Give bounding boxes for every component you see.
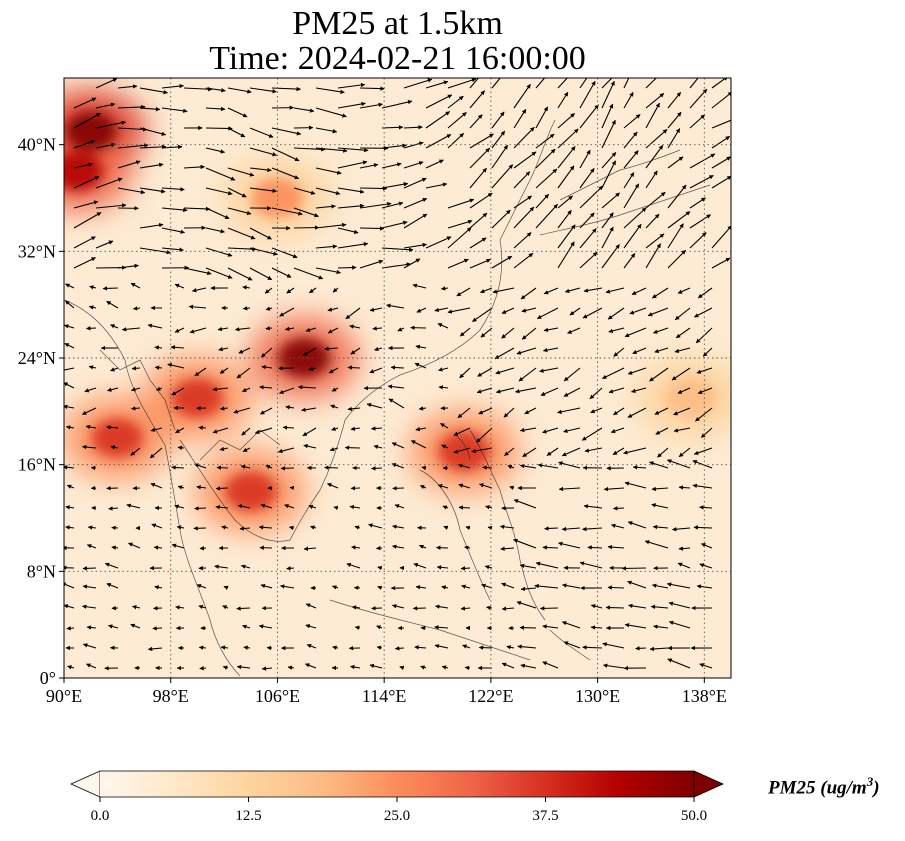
wind-arrow <box>608 587 624 588</box>
longitude-axis: 90°E 98°E 106°E 114°E 122°E 130°E 138°E <box>46 678 727 706</box>
colorbar-tick-label: 25.0 <box>384 808 410 824</box>
wind-arrow <box>613 508 624 509</box>
wind-arrow <box>694 527 712 528</box>
wind-arrow <box>83 568 96 569</box>
wind-arrow <box>606 607 624 608</box>
wind-arrow <box>348 367 360 368</box>
wind-arrow <box>636 648 646 649</box>
colorbar-extend-min <box>71 771 100 797</box>
lon-tick-label: 98°E <box>153 686 189 706</box>
wind-arrow <box>200 548 206 549</box>
wind-arrow <box>86 328 96 329</box>
wind-arrow <box>153 628 162 629</box>
wind-arrow <box>372 468 382 469</box>
wind-arrow <box>545 528 558 529</box>
wind-arrow <box>360 228 384 229</box>
pm25-hotspot <box>51 151 103 191</box>
wind-arrow <box>283 427 294 428</box>
wind-arrow <box>67 628 74 629</box>
wind-arrow <box>325 467 338 468</box>
wind-arrow <box>178 447 184 448</box>
wind-arrow <box>294 227 319 228</box>
wind-arrow <box>199 647 206 648</box>
wind-arrow <box>132 368 140 369</box>
pm25-field <box>22 65 746 678</box>
colorbar-tick-label: 12.5 <box>235 808 261 824</box>
lat-tick-label: 0° <box>40 668 56 688</box>
pm25-hotspot <box>171 378 223 418</box>
lat-tick-label: 8°N <box>27 561 56 581</box>
wind-arrow <box>103 288 118 289</box>
colorbar-tick-label: 37.5 <box>532 808 558 824</box>
lat-tick-label: 24°N <box>18 348 56 368</box>
wind-arrow <box>461 568 470 569</box>
wind-arrow <box>216 488 228 489</box>
wind-arrow <box>237 608 250 609</box>
wind-arrow <box>465 667 470 668</box>
pm25-hotspot <box>665 378 717 418</box>
lat-tick-label: 16°N <box>18 455 56 475</box>
wind-arrow <box>391 367 404 368</box>
wind-arrow <box>395 648 404 649</box>
lon-tick-label: 138°E <box>682 686 727 706</box>
wind-arrow <box>287 568 294 569</box>
wind-arrow <box>217 467 228 468</box>
colorbar: 0.0 12.5 25.0 37.5 50.0 <box>71 771 723 824</box>
lat-tick-label: 32°N <box>18 241 56 261</box>
lon-tick-label: 122°E <box>468 686 513 706</box>
wind-arrow <box>422 467 426 468</box>
wind-arrow <box>338 267 356 268</box>
wind-arrow <box>543 547 558 548</box>
wind-arrow <box>588 547 602 548</box>
colorbar-tick-label: 0.0 <box>91 808 110 824</box>
wind-arrow <box>290 487 294 488</box>
colorbar-tick-label: 50.0 <box>681 808 707 824</box>
colorbar-title: PM25 (ug/m3) <box>768 774 880 799</box>
wind-arrow <box>155 367 162 368</box>
wind-arrow <box>371 428 382 429</box>
latitude-axis: 0° 8°N 16°N 24°N 32°N 40°N <box>18 135 64 688</box>
pm25-hotspot <box>225 471 277 511</box>
wind-arrow <box>266 328 272 329</box>
lon-tick-label: 90°E <box>46 686 82 706</box>
wind-arrow <box>479 647 492 648</box>
colorbar-gradient <box>100 771 694 797</box>
lon-tick-label: 106°E <box>255 686 300 706</box>
lat-tick-label: 40°N <box>18 135 56 155</box>
wind-arrow <box>360 88 384 89</box>
wind-arrow <box>131 408 140 409</box>
lon-tick-label: 114°E <box>362 686 407 706</box>
wind-arrow <box>488 527 492 528</box>
wind-arrow <box>195 508 206 509</box>
wind-arrow <box>200 668 206 669</box>
wind-arrow <box>172 467 184 468</box>
wind-arrow <box>459 507 470 508</box>
colorbar-ticks: 0.0 12.5 25.0 37.5 50.0 <box>91 797 708 824</box>
wind-arrow <box>243 308 250 309</box>
lon-tick-label: 130°E <box>575 686 620 706</box>
colorbar-extend-max <box>694 771 723 797</box>
wind-arrow <box>199 427 206 428</box>
wind-arrow <box>622 568 646 569</box>
pm25-hotspot <box>251 178 303 218</box>
wind-arrow <box>483 467 492 468</box>
